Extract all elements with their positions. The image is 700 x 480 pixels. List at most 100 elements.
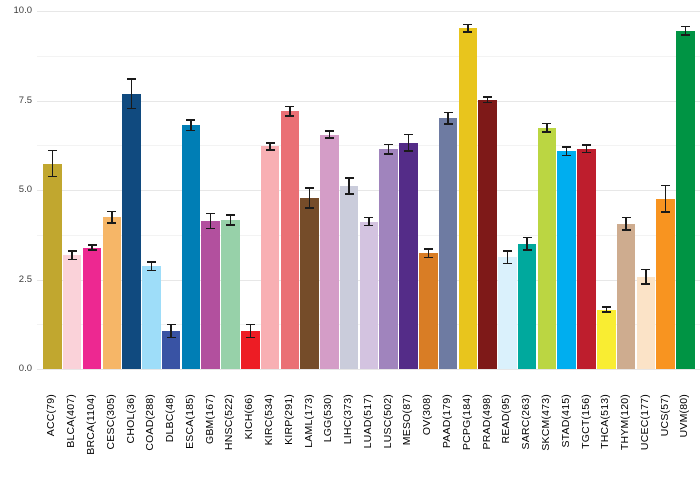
error-bar-line [91, 245, 93, 251]
x-tick-label: UCEC(177) [638, 394, 651, 451]
x-tick-label: PRAD(498) [480, 394, 493, 450]
x-tick-label: LIHC(373) [342, 394, 355, 445]
x-tick-label: LGG(530) [322, 394, 335, 443]
error-bar-cap-top [87, 244, 97, 246]
error-bar-cap-bottom [384, 153, 394, 155]
x-tick-label: STAD(415) [559, 394, 572, 448]
bar-meso [399, 142, 418, 369]
x-tick-label: THYM(120) [619, 394, 632, 451]
error-bar-line [328, 130, 331, 139]
error-bar-cap-top [562, 146, 572, 148]
error-bar-line [289, 106, 291, 116]
error-bar-cap-top [305, 187, 315, 189]
error-bar-line [645, 269, 647, 284]
error-bar-line [229, 215, 232, 226]
error-bar-cap-bottom [206, 227, 216, 230]
x-tick-label: SARC(263) [520, 394, 533, 450]
bar-lgg [320, 134, 339, 369]
bar-gbm [201, 221, 220, 369]
x-tick-label: CHOL(36) [124, 394, 137, 444]
x-tick-label: KIRP(291) [282, 394, 295, 445]
error-bar-line [269, 142, 271, 150]
error-bar-cap-bottom [661, 211, 671, 213]
error-bar-line [111, 211, 113, 223]
error-bar-cap-bottom [364, 224, 374, 227]
error-bar-cap-bottom [502, 262, 512, 265]
error-bar-cap-top [443, 111, 453, 114]
bar-kich [241, 331, 260, 369]
error-bar-line [664, 185, 667, 213]
error-bar-cap-top [522, 236, 532, 239]
error-bar-cap-bottom [403, 150, 413, 152]
bar-luad [359, 221, 379, 369]
error-bar-cap-bottom [443, 122, 453, 125]
x-tick-label: KICH(66) [243, 394, 256, 440]
error-bar-cap-bottom [245, 336, 255, 339]
error-bar-line [625, 217, 627, 230]
bar-thca [597, 309, 616, 369]
x-tick-label: PAAD(179) [441, 394, 454, 449]
bar-esca [181, 125, 201, 369]
x-tick-label: TGCT(156) [579, 394, 592, 449]
x-tick-label: HNSC(522) [223, 394, 236, 451]
x-tick-label: SKCM(473) [539, 394, 552, 451]
x-tick-label: ESCA(185) [183, 394, 196, 449]
error-bar-cap-bottom [146, 269, 156, 272]
error-bar-cap-top [641, 268, 651, 271]
bar-acc [43, 163, 62, 369]
x-tick-label: READ(95) [500, 394, 513, 444]
error-bar-cap-top [47, 149, 57, 152]
error-bar-line [170, 324, 172, 338]
x-tick-label: DLBC(48) [164, 394, 177, 443]
x-tick-label: COAD(288) [144, 394, 157, 451]
error-bar-cap-top [661, 184, 671, 187]
error-bar-cap-top [107, 210, 117, 213]
bar-paad [438, 118, 458, 369]
bar-lihc [339, 186, 359, 369]
error-bar-cap-bottom [324, 137, 334, 139]
x-tick-label: LAML(173) [302, 394, 315, 448]
error-bar-cap-top [285, 105, 295, 108]
error-bar-cap-top [127, 78, 137, 80]
error-bar-line [71, 250, 73, 260]
bar-ucec [636, 276, 656, 369]
bar-pcpg [458, 28, 478, 369]
error-bar-line [190, 119, 192, 131]
error-bar-line [308, 187, 311, 208]
bar-brca [82, 247, 102, 369]
gridline-major [37, 11, 700, 12]
bar-coad [142, 266, 161, 369]
x-tick-label: MESO(87) [401, 394, 414, 446]
error-bar-line [150, 261, 153, 271]
error-bar-cap-bottom [107, 222, 117, 224]
y-tick-label: 7.5 [18, 94, 32, 106]
error-bar-cap-bottom [225, 224, 235, 226]
error-bar-cap-bottom [166, 336, 176, 339]
x-tick-label: UCS(57) [658, 394, 671, 437]
error-bar-cap-top [542, 122, 552, 125]
error-bar-cap-top [324, 130, 334, 132]
error-bar-line [486, 96, 489, 103]
error-bar-cap-top [680, 25, 690, 28]
error-bar-cap-top [483, 96, 493, 98]
error-bar-cap-top [206, 212, 216, 215]
error-bar-cap-bottom [305, 207, 315, 209]
error-bar-cap-bottom [87, 249, 97, 251]
y-tick-label: 2.5 [18, 273, 32, 285]
error-bar-cap-bottom [562, 154, 572, 157]
error-bar-cap-bottom [423, 256, 433, 259]
error-bar-cap-top [601, 306, 611, 308]
error-bar-cap-bottom [265, 149, 275, 151]
x-tick-label: PCPG(184) [460, 394, 473, 451]
error-bar-cap-top [502, 250, 512, 252]
x-tick-label: ACC(79) [45, 394, 58, 437]
error-bar-cap-top [265, 141, 275, 144]
x-tick-label: THCA(513) [599, 394, 612, 449]
error-bar-cap-bottom [127, 107, 137, 110]
error-bar-cap-top [582, 144, 591, 147]
error-bar-line [209, 213, 212, 229]
error-bar-line [526, 237, 528, 250]
bar-blca [62, 255, 82, 369]
bar-kirc [260, 146, 280, 369]
